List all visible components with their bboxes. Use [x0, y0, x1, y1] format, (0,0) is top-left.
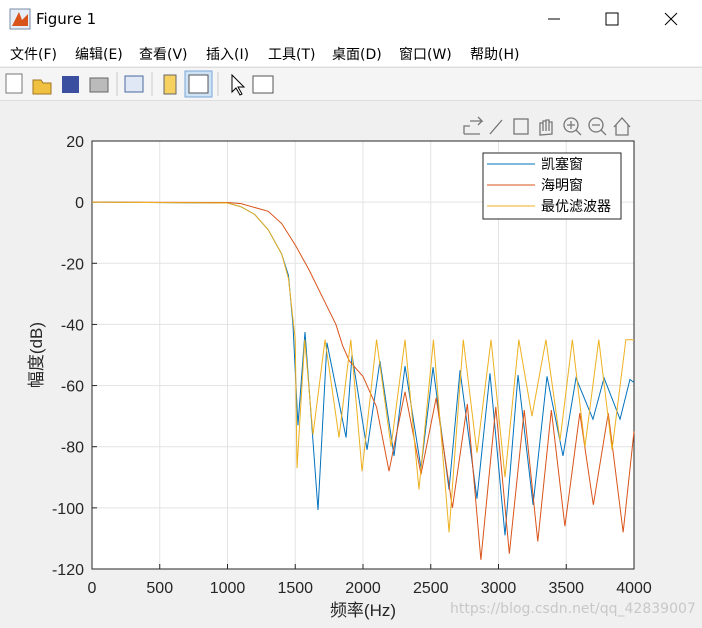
x-tick-label: 2000 [345, 580, 381, 597]
export-icon[interactable] [463, 116, 484, 135]
legend-icon [188, 74, 209, 94]
x-tick-label: 500 [146, 580, 173, 597]
datatip-icon[interactable] [513, 118, 529, 135]
axes-toolbar [463, 116, 631, 136]
menu-bar: 文件(F) 编辑(E) 查看(V) 插入(I) 工具(T) 桌面(D) 窗口(W) 帮助(H) [0, 38, 702, 66]
y-axis-label: 幅度(dB) [27, 322, 46, 388]
legend-label: 最优滤波器 [541, 198, 611, 214]
open-icon[interactable] [32, 79, 52, 95]
x-tick-label: 0 [88, 580, 97, 597]
toolbar-icons [5, 70, 274, 98]
y-tick-label: -40 [61, 317, 84, 334]
series-line [91, 201, 635, 560]
pan-icon[interactable] [539, 119, 553, 136]
menu-item[interactable]: 编辑(E) [75, 47, 123, 63]
x-tick-label: 3500 [548, 580, 584, 597]
title-bar: Figure 1 [0, 0, 702, 38]
y-tick-label: -80 [61, 440, 84, 457]
zoom-in-icon[interactable] [563, 117, 579, 133]
menu-item[interactable]: 文件(F) [10, 47, 57, 63]
brush-icon[interactable] [489, 119, 503, 135]
x-tick-label: 3000 [481, 580, 517, 597]
series-line [91, 201, 634, 533]
chart: -120 -100 -80 -60 -40 -20 0 20 0 500 1000 1500 2000 2… [27, 116, 652, 620]
save-icon[interactable] [62, 76, 79, 93]
x-axis-label: 频率(Hz) [330, 601, 396, 620]
axes-box [91, 140, 635, 570]
menu-item[interactable]: 帮助(H) [470, 47, 520, 63]
menu-item[interactable]: 插入(I) [206, 47, 250, 63]
menu-item[interactable]: 工具(T) [268, 47, 316, 63]
app-icon-shape [12, 12, 28, 26]
menu-item[interactable]: 桌面(D) [332, 47, 382, 63]
y-tick-label: -120 [52, 562, 84, 579]
new-icon[interactable] [5, 73, 23, 94]
toolbar [0, 67, 702, 101]
x-tick-label: 2500 [413, 580, 449, 597]
property-icon[interactable] [252, 75, 274, 94]
close-button[interactable] [664, 12, 678, 26]
print-icon[interactable] [89, 77, 109, 93]
x-tick-label: 1000 [210, 580, 246, 597]
legend-label: 凯塞窗 [541, 156, 583, 172]
legend-label: 海明窗 [541, 177, 583, 193]
y-tick-label: -60 [61, 379, 84, 396]
x-tick-label: 1500 [277, 580, 313, 597]
link-icon[interactable] [124, 75, 144, 93]
title-icons [9, 8, 678, 30]
home-icon[interactable] [613, 117, 631, 136]
menu-item[interactable]: 窗口(W) [399, 47, 452, 63]
y-tick-label: 0 [75, 195, 84, 212]
y-tick-label: -20 [61, 256, 84, 273]
y-tick-label: -100 [52, 501, 84, 518]
y-tick-label: 20 [66, 134, 84, 151]
menu-item[interactable]: 查看(V) [139, 47, 188, 63]
series-line [91, 201, 635, 536]
zoom-out-icon[interactable] [588, 117, 604, 133]
x-tick-label: 4000 [616, 580, 652, 597]
watermark: https://blog.csdn.net/qq_42839007 [450, 601, 696, 617]
colorbar-icon[interactable] [163, 74, 177, 95]
window-title: Figure 1 [36, 10, 97, 28]
maximize-button[interactable] [605, 12, 619, 26]
pointer-icon[interactable] [231, 73, 246, 96]
